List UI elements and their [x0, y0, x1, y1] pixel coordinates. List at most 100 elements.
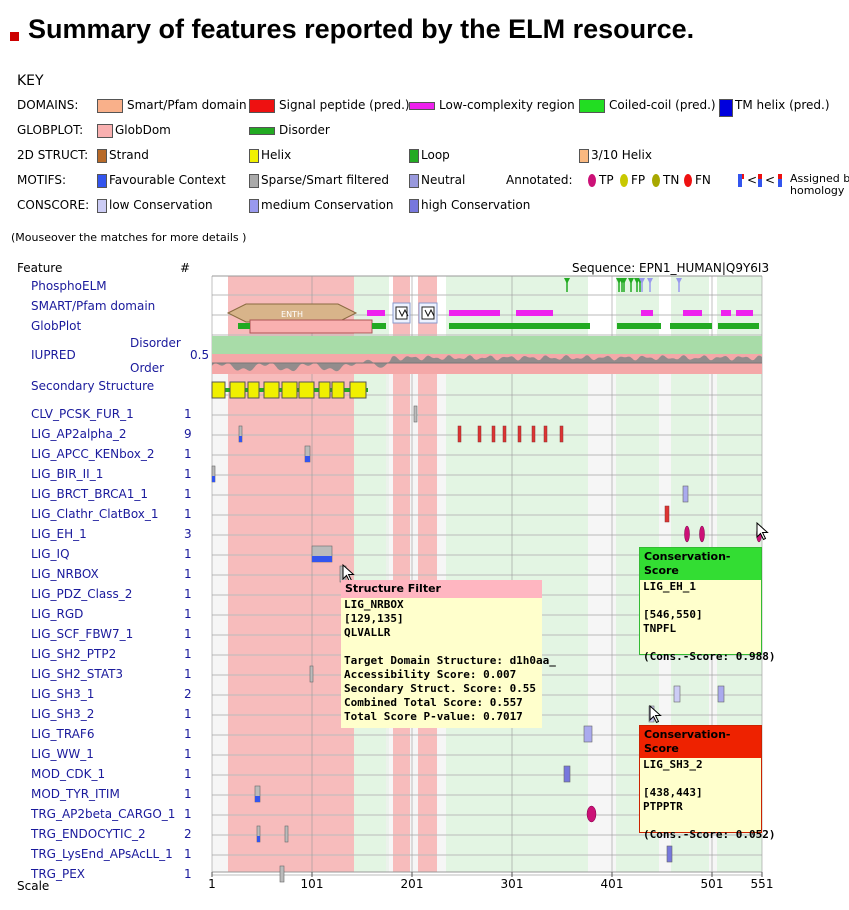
ss-helix [211, 381, 226, 399]
match-context-bar [255, 796, 260, 802]
key-swatch [249, 127, 275, 135]
tooltip-line [341, 640, 542, 654]
feature-count: 1 [184, 627, 192, 641]
feature-count: 1 [184, 747, 192, 761]
track-label: PhosphoELM [31, 279, 107, 293]
tooltip-line: (Cons.-Score: 0.988) [643, 650, 776, 663]
enth-domain: ENTH [226, 303, 358, 323]
region-gap [212, 336, 228, 872]
scale-tick-label: 401 [601, 877, 624, 891]
key-item-label: Disorder [279, 123, 330, 137]
globplot-disorder [372, 323, 386, 329]
annotated-label: Annotated: [506, 173, 573, 187]
tooltip-line: PTPPTR [643, 800, 683, 813]
feature-header: Feature [17, 261, 63, 275]
annotated-tp-icon [588, 174, 596, 187]
key-item-label: low Conservation [109, 198, 213, 212]
feature-count: 1 [184, 847, 192, 861]
key-row-label: DOMAINS: [17, 98, 79, 112]
key-row-label: CONSCORE: [17, 198, 90, 212]
match-fn [531, 425, 536, 443]
region-gap [588, 336, 616, 872]
tooltip-line: Target Domain Structure: d1h0aa_ [344, 654, 556, 667]
homology-mark-icon [742, 174, 744, 179]
track-label: GlobPlot [31, 319, 82, 333]
match-fn [502, 425, 507, 443]
scale-tick-label: 501 [701, 877, 724, 891]
key-item-label: Smart/Pfam domain [127, 98, 247, 112]
phospho-site-icon [564, 278, 570, 284]
globplot-disorder [617, 323, 661, 329]
tooltip-line: [129,135] [344, 612, 404, 625]
match-conservation-high [563, 765, 571, 783]
feature-label: LIG_NRBOX [31, 567, 99, 581]
feature-label: LIG_SH2_STAT3 [31, 667, 124, 681]
ss-helix [247, 381, 260, 399]
globplot-disorder [238, 323, 250, 329]
ss-helix [331, 381, 345, 399]
key-swatch [97, 124, 113, 138]
feature-label: LIG_EH_1 [31, 527, 87, 541]
feature-label: LIG_AP2alpha_2 [31, 427, 127, 441]
mouse-cursor-icon [756, 521, 769, 541]
key-row-label: 2D STRUCT: [17, 148, 89, 162]
feature-label: LIG_PDZ_Class_2 [31, 587, 133, 601]
feature-count: 1 [184, 567, 192, 581]
low-complexity-region [367, 310, 385, 316]
region-pale-green [354, 276, 389, 872]
annotated-tp-label: TP [599, 173, 614, 187]
match-filtered [284, 825, 289, 843]
tooltip-line: TNPFL [643, 622, 677, 635]
feature-count: 1 [184, 487, 192, 501]
mouse-cursor-icon [649, 704, 662, 724]
key-item-label: Favourable Context [109, 173, 226, 187]
match-context-bar [305, 456, 310, 462]
feature-label: MOD_CDK_1 [31, 767, 106, 781]
track-label: Secondary Structure [31, 379, 155, 393]
ss-helix [298, 381, 315, 399]
phospho-site-icon [647, 278, 653, 284]
feature-label: CLV_PCSK_FUR_1 [31, 407, 134, 421]
key-swatch [249, 99, 275, 113]
key-item-label: TM helix (pred.) [735, 98, 830, 112]
feature-label: LIG_APCC_KENbox_2 [31, 447, 155, 461]
key-item-label: Strand [109, 148, 149, 162]
enth-label: ENTH [281, 310, 303, 319]
feature-count: 1 [184, 607, 192, 621]
low-complexity-region [683, 310, 702, 316]
feature-count: 1 [184, 467, 192, 481]
feature-label: LIG_BRCT_BRCA1_1 [31, 487, 149, 501]
match-filtered [309, 665, 314, 683]
key-row-1: GLOBPLOT: GlobDom Disorder [17, 123, 847, 139]
match-fn [559, 425, 564, 443]
key-row-3: MOTIFS: Favourable Context Sparse/Smart fi… [17, 173, 849, 197]
tooltip-header: Conservation-Score [640, 548, 761, 580]
feature-label: LIG_IQ [31, 547, 70, 561]
iupred-threshold: 0.5 [190, 348, 210, 362]
scale-tick-label: 551 [751, 877, 774, 891]
track-label-iupred: IUPRED [31, 348, 76, 362]
tooltip-line: QLVALLR [344, 626, 391, 639]
phospho-site-icon [628, 278, 634, 284]
match-tp [699, 525, 705, 543]
match-fn [457, 425, 462, 443]
key-item-label: Coiled-coil (pred.) [609, 98, 716, 112]
homology-mark-icon [758, 174, 762, 179]
key-row-0: DOMAINS: Smart/Pfam domain Signal peptide … [17, 98, 847, 117]
annotated-fn-label: FN [695, 173, 711, 187]
match-tp [586, 805, 597, 823]
scale-tick-label: 1 [208, 877, 216, 891]
annotated-fp-label: FP [631, 173, 646, 187]
phospho-site-icon [676, 278, 682, 284]
feature-label: LIG_Clathr_ClatBox_1 [31, 507, 159, 521]
homology-bar-icon [758, 174, 762, 187]
feature-label: TRG_ENDOCYTIC_2 [31, 827, 146, 841]
ss-helix [229, 381, 246, 399]
tooltip-line: (Cons.-Score: 0.052) [643, 828, 776, 841]
match-fn [543, 425, 548, 443]
feature-label: MOD_TYR_ITIM [31, 787, 120, 801]
feature-count: 1 [184, 787, 192, 801]
key-row-4: CONSCORE: low Conservation medium Conserva… [17, 198, 847, 214]
feature-count: 1 [184, 667, 192, 681]
annotated-fn-icon [684, 174, 692, 187]
